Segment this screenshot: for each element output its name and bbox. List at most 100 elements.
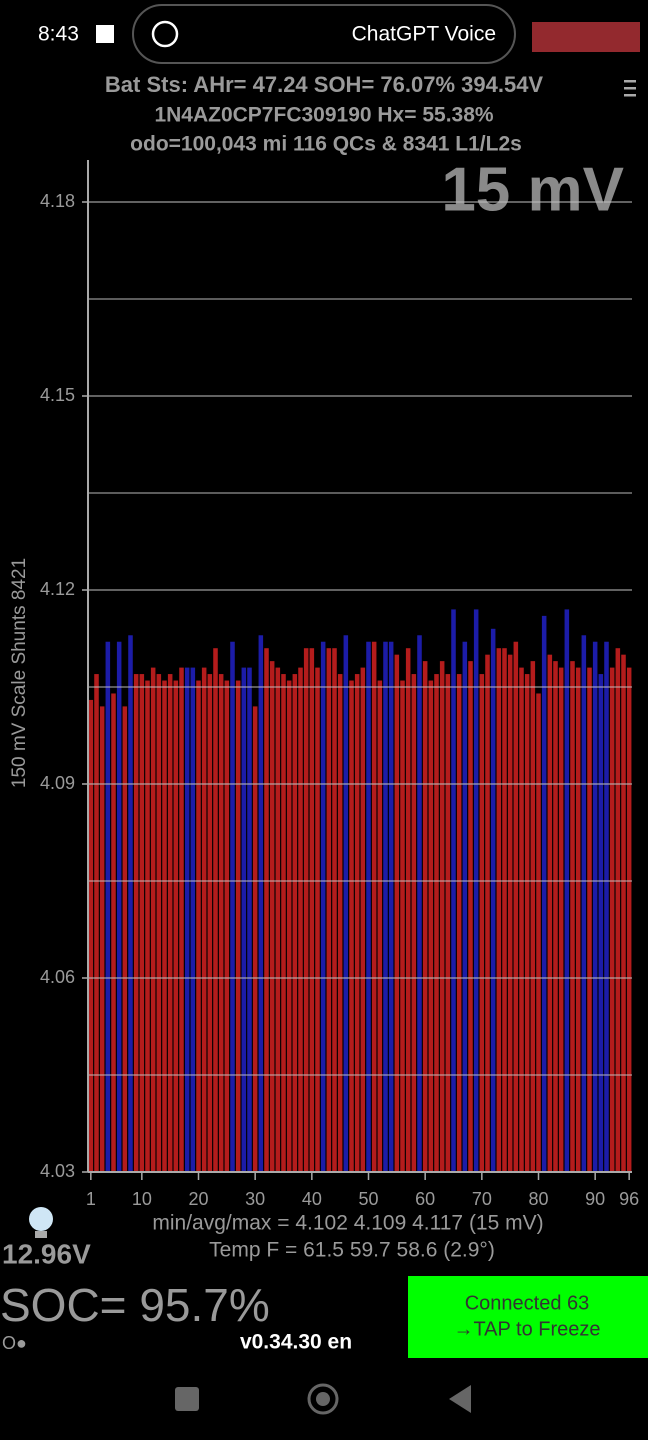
bar (292, 674, 298, 1172)
y-tick-label: 4.12 (40, 579, 75, 599)
bar (411, 674, 417, 1172)
status-time: 8:43 (38, 23, 79, 46)
bar (422, 661, 428, 1172)
bar (298, 667, 303, 1172)
bar (105, 641, 111, 1172)
bar (303, 648, 309, 1172)
bar (417, 635, 422, 1172)
x-tick-label: 90 (585, 1189, 605, 1209)
indicator: O● (2, 1333, 27, 1353)
bar (190, 667, 196, 1172)
bar (570, 661, 575, 1172)
y-tick-label: 4.15 (40, 385, 75, 405)
x-tick-label: 30 (245, 1189, 265, 1209)
y-axis-label: 150 mV Scale Shunts 8421 (9, 558, 30, 788)
watermark (532, 22, 640, 52)
freeze-button[interactable] (408, 1276, 648, 1358)
bar (167, 674, 173, 1172)
bar (371, 641, 377, 1172)
bar (388, 641, 394, 1172)
bar (445, 674, 451, 1172)
voice-pill[interactable] (132, 4, 516, 64)
x-tick-label: 20 (188, 1189, 208, 1209)
bar (524, 674, 530, 1172)
bar (258, 635, 264, 1172)
bar (598, 674, 604, 1172)
bar (184, 667, 190, 1172)
bar (196, 680, 201, 1172)
nav-back[interactable] (449, 1385, 471, 1413)
bar (145, 680, 150, 1172)
bar (139, 674, 145, 1172)
bar (224, 680, 230, 1172)
bar (485, 654, 490, 1172)
nav-home-dot (316, 1392, 330, 1406)
bar (377, 680, 383, 1172)
chart: 4.03 4.06 4.09 4.12 4.15 4.18 1 10 20 30 40 50 60 70 8… (40, 160, 639, 1209)
bar (564, 609, 570, 1172)
x-tick-label: 60 (415, 1189, 435, 1209)
bar (281, 674, 286, 1172)
bar (547, 654, 553, 1172)
bar (587, 667, 592, 1172)
button-line2: →TAP to Freeze (453, 1318, 600, 1340)
bar (173, 680, 179, 1172)
bar (502, 648, 507, 1172)
scale-label: 15 mV (441, 155, 624, 224)
voice-label: ChatGPT Voice (352, 23, 496, 46)
bar (230, 641, 235, 1172)
y-tick-label: 4.06 (40, 967, 75, 987)
aux-voltage: 12.96V (2, 1238, 91, 1269)
header-line3: odo=100,043 mi 116 QCs & 8341 L1/L2s (130, 133, 522, 156)
temperatures: Temp F = 61.5 59.7 58.6 (2.9°) (209, 1239, 495, 1262)
bar (592, 641, 598, 1172)
bulb-icon[interactable] (29, 1207, 53, 1238)
bar (366, 641, 371, 1172)
bar (428, 680, 434, 1172)
x-tick-label: 96 (619, 1189, 639, 1209)
bar (111, 693, 116, 1172)
bar (615, 648, 621, 1172)
button-line1: Connected 63 (465, 1292, 590, 1314)
bar (218, 674, 224, 1172)
app-icon (151, 20, 179, 48)
status-icon (96, 25, 114, 43)
y-tick-label: 4.09 (40, 773, 75, 793)
bar (269, 661, 275, 1172)
bar (235, 680, 241, 1172)
header-line2: 1N4AZ0CP7FC309190 Hx= 55.38% (154, 104, 493, 127)
bar (626, 667, 632, 1172)
bar (575, 667, 581, 1172)
bar (609, 667, 615, 1172)
bar (473, 609, 479, 1172)
bar (286, 680, 292, 1172)
bar (99, 706, 105, 1172)
bar (315, 667, 320, 1172)
bar (456, 674, 462, 1172)
bar (179, 667, 184, 1172)
bar (439, 661, 445, 1172)
bar (581, 635, 587, 1172)
bar (88, 699, 94, 1172)
bar (162, 680, 167, 1172)
bar (247, 667, 252, 1172)
x-tick-label: 80 (528, 1189, 548, 1209)
bar (434, 674, 439, 1172)
nav-recent[interactable] (175, 1387, 199, 1411)
bar (553, 661, 558, 1172)
bar (150, 667, 156, 1172)
bar (275, 667, 281, 1172)
bar (337, 674, 343, 1172)
bar (496, 648, 502, 1172)
bar (507, 654, 513, 1172)
bar (252, 706, 258, 1172)
bar (394, 654, 400, 1172)
menu-icon[interactable] (624, 80, 636, 97)
version: v0.34.30 en (240, 1331, 352, 1354)
bar (94, 674, 99, 1172)
bar (349, 680, 354, 1172)
bar (133, 674, 139, 1172)
nav-home[interactable] (307, 1383, 339, 1415)
bar (128, 635, 133, 1172)
